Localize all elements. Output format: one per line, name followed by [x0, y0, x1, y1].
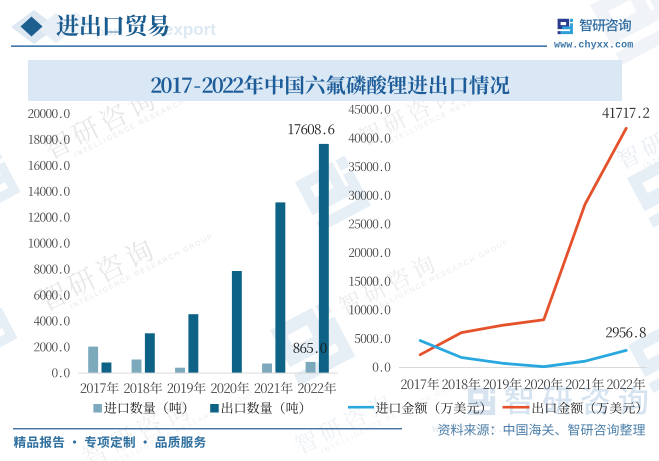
svg-text:port: port	[96, 23, 124, 39]
svg-text:export: export	[164, 20, 216, 39]
svg-text:www.chyxx.com: www.chyxx.com	[554, 40, 633, 52]
